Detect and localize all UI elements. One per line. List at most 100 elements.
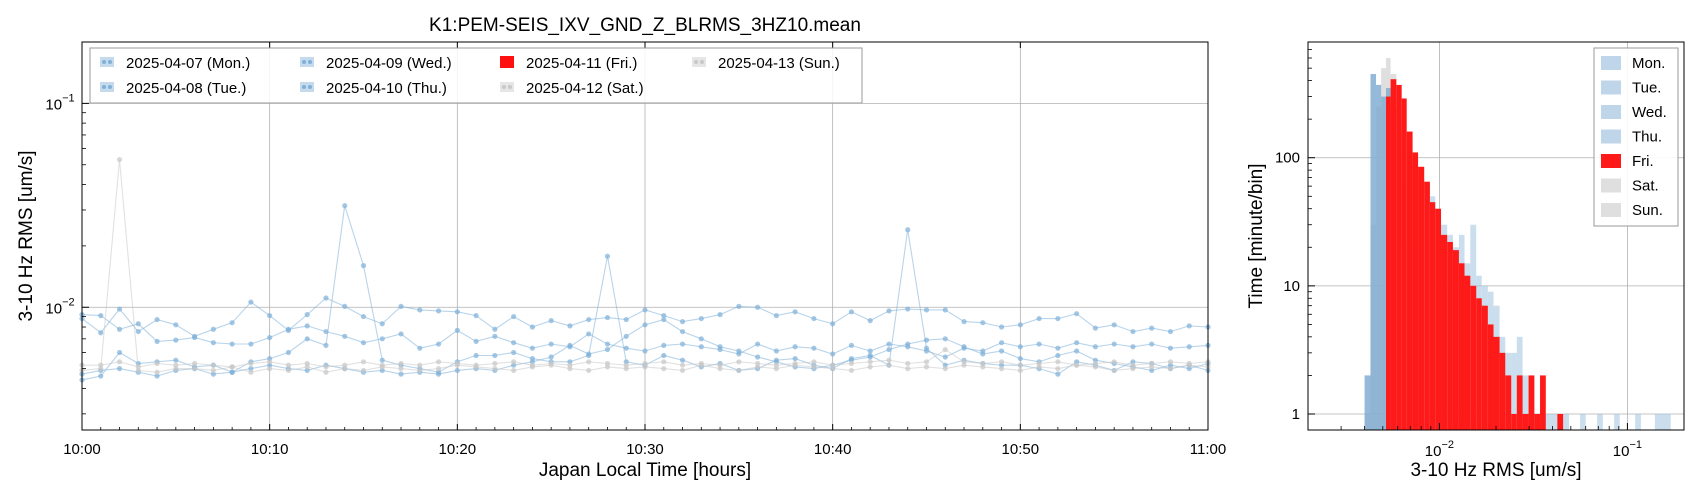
timeseries-point: [435, 341, 442, 347]
timeseries-point: [398, 331, 404, 337]
timeseries-point: [567, 362, 573, 368]
timeseries-point: [679, 367, 686, 374]
timeseries-point: [210, 367, 216, 374]
timeseries-point: [905, 227, 911, 233]
timeseries-point: [998, 366, 1005, 372]
timeseries-point: [192, 360, 198, 367]
histogram-legend-swatch: [1601, 203, 1621, 217]
timeseries-point: [773, 348, 779, 354]
histogram-legend-swatch: [1601, 129, 1621, 144]
histogram-bar-friday: [1493, 336, 1500, 430]
timeseries-point: [229, 369, 235, 375]
timeseries-point: [285, 362, 292, 368]
timeseries-point: [942, 366, 948, 372]
timeseries-point: [511, 340, 517, 346]
timeseries-point: [511, 349, 517, 356]
histogram-bar-weekday-overlap: [1381, 96, 1387, 430]
histogram-bar-weekday-overlap: [1376, 84, 1382, 430]
timeseries-point: [417, 367, 423, 374]
timeseries-point: [1149, 360, 1155, 367]
timeseries-point: [604, 314, 611, 321]
timeseries-point: [905, 341, 911, 347]
timeseries-point: [379, 336, 385, 342]
timeseries-point: [811, 315, 817, 322]
timeseries-point: [323, 342, 329, 348]
timeseries-point: [173, 337, 179, 343]
timeseries-point: [961, 359, 967, 365]
histogram-bar-weekday-overlap: [1364, 375, 1371, 430]
timeseries-point: [285, 367, 292, 374]
histogram-bar-friday: [1386, 96, 1391, 430]
timeseries-point: [398, 303, 404, 309]
timeseries-point: [210, 362, 216, 368]
timeseries-point: [998, 340, 1005, 346]
timeseries-point: [98, 313, 104, 319]
timeseries-point: [1186, 323, 1192, 329]
timeseries-legend-marker: [102, 60, 106, 64]
timeseries-point: [435, 371, 442, 377]
timeseries-point: [98, 373, 104, 379]
timeseries-legend-marker: [108, 85, 112, 89]
histogram-bar-friday: [1487, 324, 1494, 430]
timeseries-point: [698, 344, 704, 350]
timeseries-point: [1036, 341, 1042, 347]
timeseries-point: [435, 359, 442, 365]
timeseries-legend-label: 2025-04-12 (Sat.): [526, 80, 644, 97]
timeseries-point: [529, 362, 536, 368]
timeseries-point: [1111, 322, 1117, 328]
histogram-xtick-label: 10−2: [1425, 439, 1454, 460]
timeseries-point: [998, 324, 1005, 330]
timeseries-point: [980, 351, 986, 357]
timeseries-legend-marker: [302, 60, 306, 64]
histogram-ytick-label: 1: [1292, 406, 1300, 423]
timeseries-point: [116, 366, 123, 372]
timeseries-xtick-label: 10:10: [251, 441, 289, 458]
timeseries-point: [548, 354, 554, 360]
timeseries-point: [229, 341, 235, 347]
histogram-bar-friday: [1557, 413, 1564, 430]
timeseries-point: [811, 359, 817, 365]
histogram-bar-weekday: [1580, 413, 1586, 430]
timeseries-point: [1111, 359, 1117, 365]
timeseries-point: [942, 346, 948, 353]
timeseries-point: [661, 359, 667, 365]
timeseries-point: [661, 366, 667, 372]
timeseries-point: [586, 316, 592, 323]
timeseries-point: [154, 316, 160, 323]
timeseries-panel: 10:00 10:10 10:20 10:30 10:40 10:50 11:00 10−2 1…: [16, 41, 1226, 481]
timeseries-legend-marker: [308, 85, 312, 89]
timeseries-point: [360, 263, 367, 269]
timeseries-point: [98, 330, 104, 336]
timeseries-point: [473, 362, 479, 368]
timeseries-point: [360, 340, 367, 346]
timeseries-point: [1074, 311, 1080, 317]
timeseries-point: [529, 324, 536, 330]
timeseries-point: [886, 341, 892, 347]
histogram-legend-label: Wed.: [1632, 104, 1667, 121]
timeseries-point: [811, 345, 817, 351]
timeseries-ytick-label: 10−2: [45, 296, 74, 317]
histogram-legend-swatch: [1601, 178, 1621, 193]
timeseries-point: [998, 359, 1005, 365]
timeseries-xtick-label: 10:30: [626, 441, 664, 458]
timeseries-point: [1017, 355, 1023, 362]
timeseries-point: [173, 362, 179, 368]
timeseries-legend-label: 2025-04-10 (Thu.): [326, 80, 447, 97]
timeseries-point: [248, 360, 254, 367]
histogram-bar-friday: [1522, 413, 1529, 430]
timeseries-point: [304, 312, 310, 318]
timeseries-point: [417, 362, 423, 368]
timeseries-legend-label: 2025-04-09 (Wed.): [326, 55, 452, 72]
timeseries-point: [342, 203, 348, 209]
timeseries-point: [304, 336, 310, 342]
timeseries-point: [961, 344, 967, 350]
histogram-bar-weekday: [1614, 413, 1620, 430]
timeseries-point: [642, 307, 648, 313]
timeseries-legend-marker: [694, 60, 698, 64]
timeseries-point: [492, 366, 498, 372]
timeseries-point: [398, 371, 404, 377]
timeseries-legend-swatch: [100, 82, 114, 92]
timeseries-point: [511, 367, 517, 374]
histogram-bar-friday: [1540, 375, 1546, 430]
timeseries-point: [173, 322, 179, 328]
